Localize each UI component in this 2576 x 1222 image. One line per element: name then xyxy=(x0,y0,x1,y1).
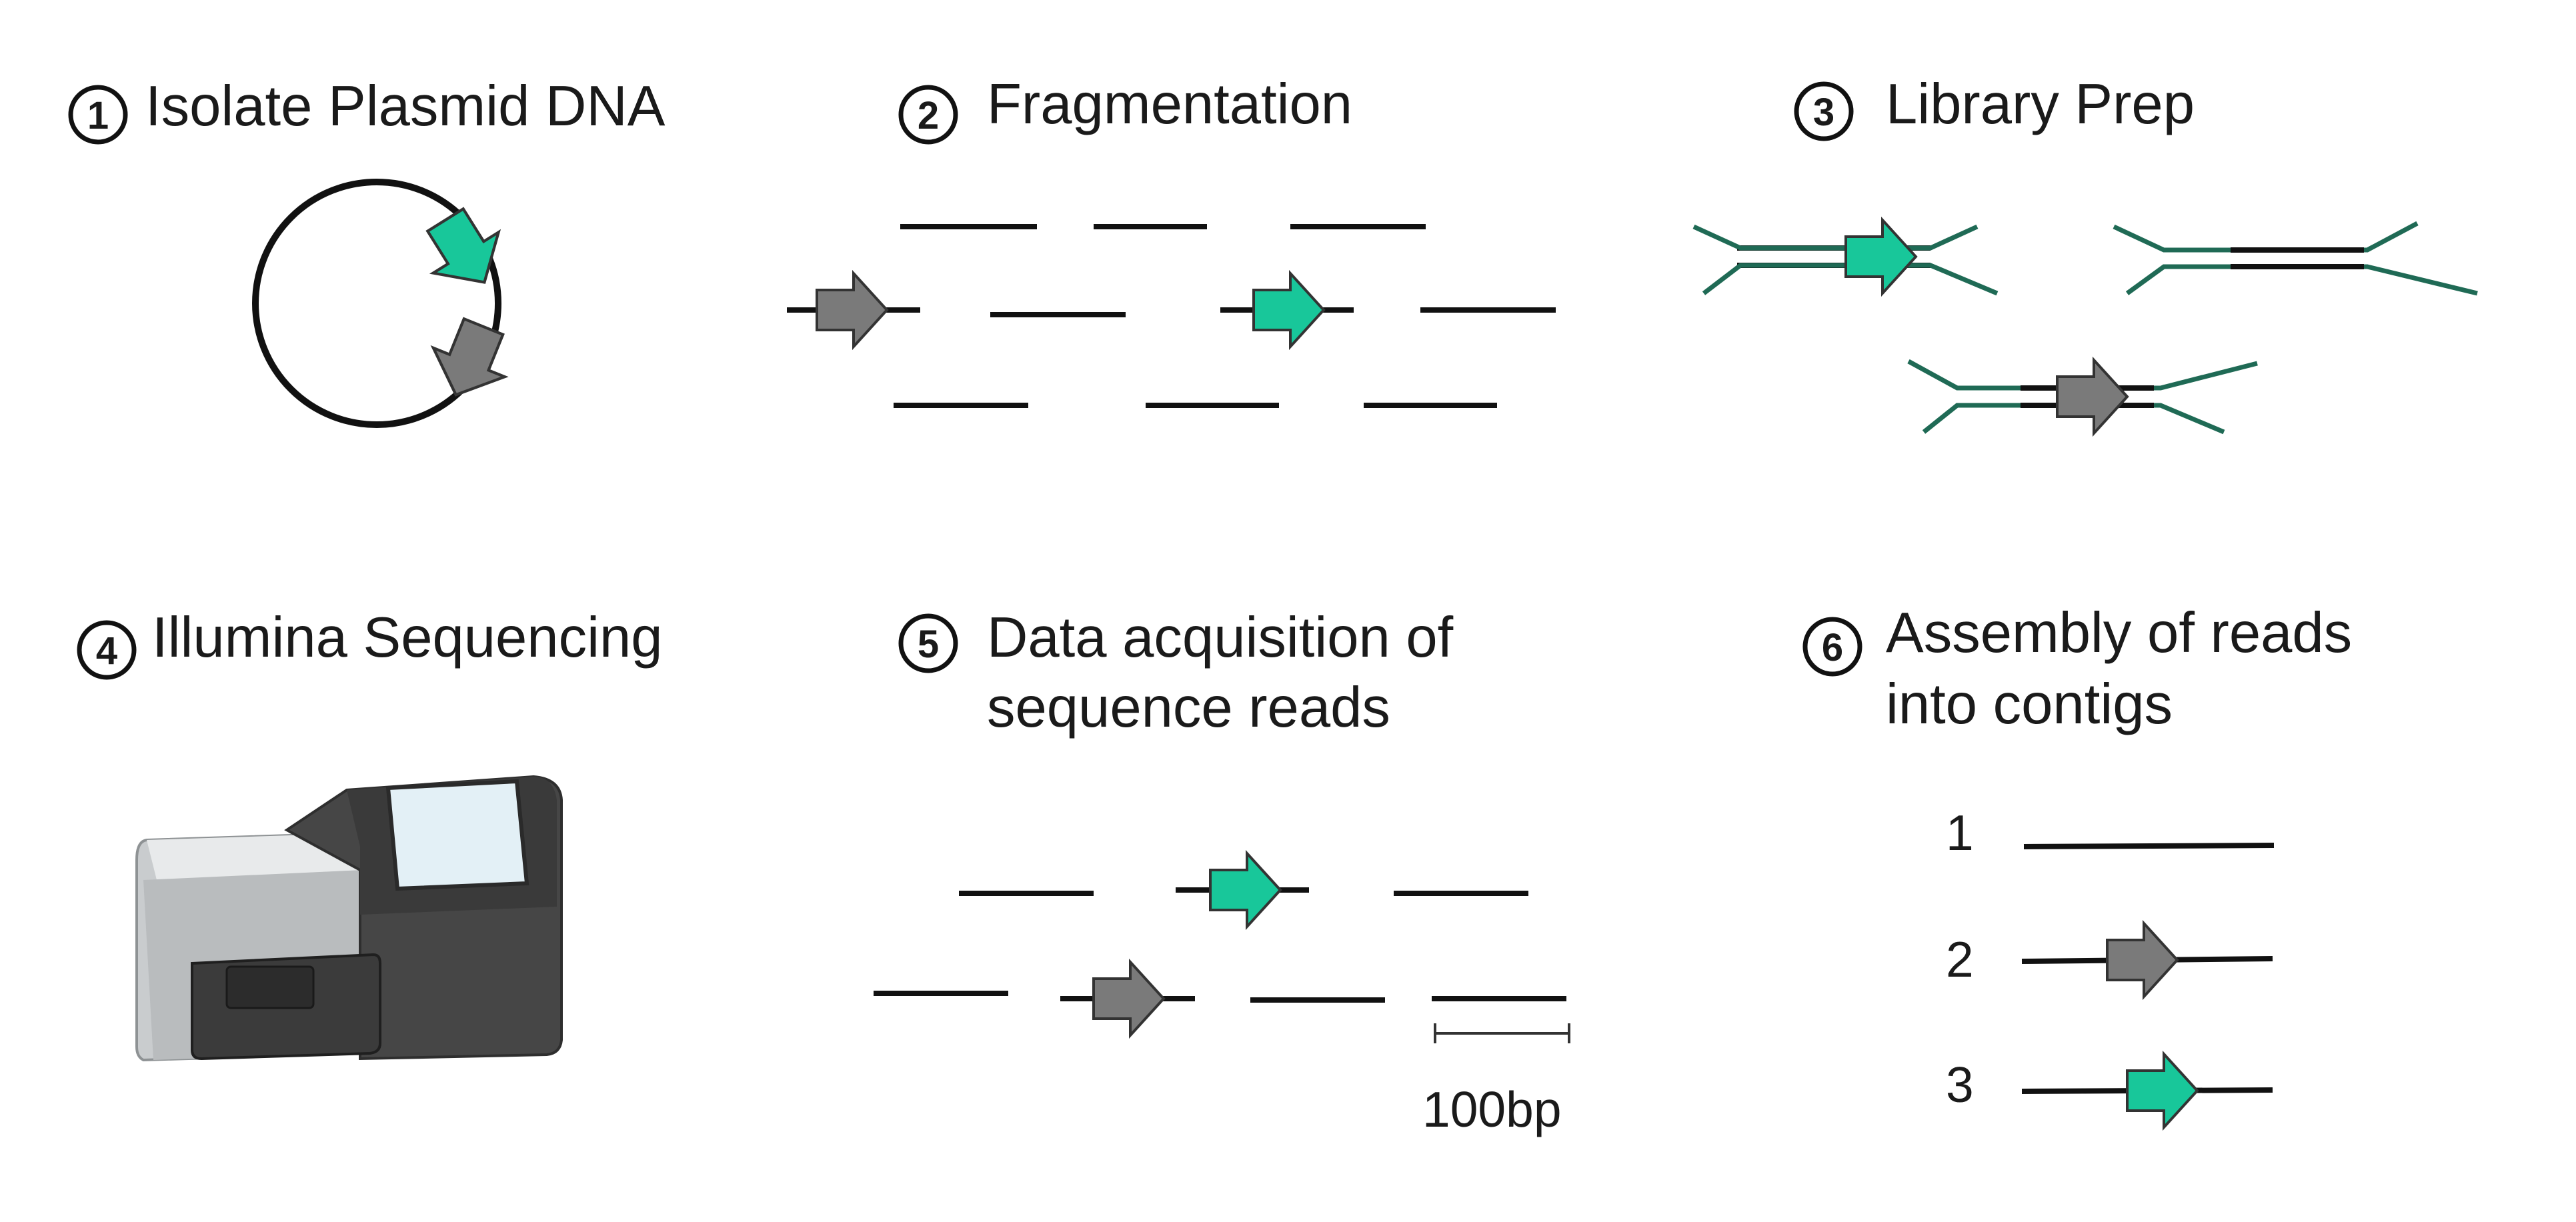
step-1: 1 Isolate Plasmid DNA xyxy=(68,75,666,428)
library-green-gene-arrow xyxy=(1844,219,1917,295)
step-5: 5 Data acquisition of sequence reads 100… xyxy=(874,606,1570,1137)
step-4-number-badge xyxy=(77,620,137,680)
contig-1 xyxy=(2023,843,2275,849)
contig-1-label: 1 xyxy=(1946,805,1974,861)
contig-2-label: 2 xyxy=(1946,931,1974,987)
step-6-number: 6 xyxy=(1822,626,1843,669)
contig-2-gray-gene-arrow xyxy=(2106,922,2179,998)
scale-bar: 100bp xyxy=(1422,1023,1570,1137)
library-fragment-plain xyxy=(2113,221,2478,296)
step-1-number-badge xyxy=(68,85,128,145)
plasmid-green-gene-arrow xyxy=(413,199,517,303)
step-3-title: Library Prep xyxy=(1886,73,2195,136)
fragment-green-gene-arrow xyxy=(1252,272,1325,348)
read-green-gene-arrow xyxy=(1209,852,1282,928)
library-fragment-green xyxy=(1692,219,1999,296)
fragment-gray-gene-arrow xyxy=(816,272,888,348)
contig-3-green-gene-arrow xyxy=(2126,1053,2199,1129)
plasmid-gray-gene-arrow xyxy=(420,312,519,409)
step-2-number-badge xyxy=(898,85,958,145)
read-gray-gene-arrow xyxy=(1092,961,1165,1037)
step-3-number-badge xyxy=(1794,81,1854,141)
library-fragment-gray xyxy=(1907,359,2258,435)
plasmid-circle xyxy=(252,179,501,428)
step-4-number: 4 xyxy=(96,629,117,673)
step-2-number: 2 xyxy=(918,94,939,137)
step-6-title-line2: into contigs xyxy=(1886,673,2173,736)
library-gray-gene-arrow xyxy=(2056,359,2129,435)
step-1-number: 1 xyxy=(87,94,109,137)
step-1-title: Isolate Plasmid DNA xyxy=(145,75,666,138)
step-3: 3 Library Prep xyxy=(1692,73,2478,435)
step-6-title-line1: Assembly of reads xyxy=(1886,601,2352,665)
step-5-title-line1: Data acquisition of xyxy=(987,606,1454,669)
step-5-number-badge xyxy=(898,613,958,673)
step-6: 6 Assembly of reads into contigs 1 2 3 xyxy=(1802,601,2352,1129)
contig-3-label: 3 xyxy=(1946,1057,1974,1113)
step-6-number-badge xyxy=(1802,617,1862,677)
step-5-title-line2: sequence reads xyxy=(987,676,1390,739)
illumina-sequencer xyxy=(135,775,563,1062)
step-2-title: Fragmentation xyxy=(987,73,1352,136)
step-3-number: 3 xyxy=(1813,91,1834,134)
step-4-title: Illumina Sequencing xyxy=(152,606,663,669)
step-5-number: 5 xyxy=(918,623,939,666)
step-4: 4 Illumina Sequencing xyxy=(77,606,663,1062)
scale-bar-label: 100bp xyxy=(1422,1081,1562,1137)
step-2: 2 Fragmentation xyxy=(787,73,1556,408)
